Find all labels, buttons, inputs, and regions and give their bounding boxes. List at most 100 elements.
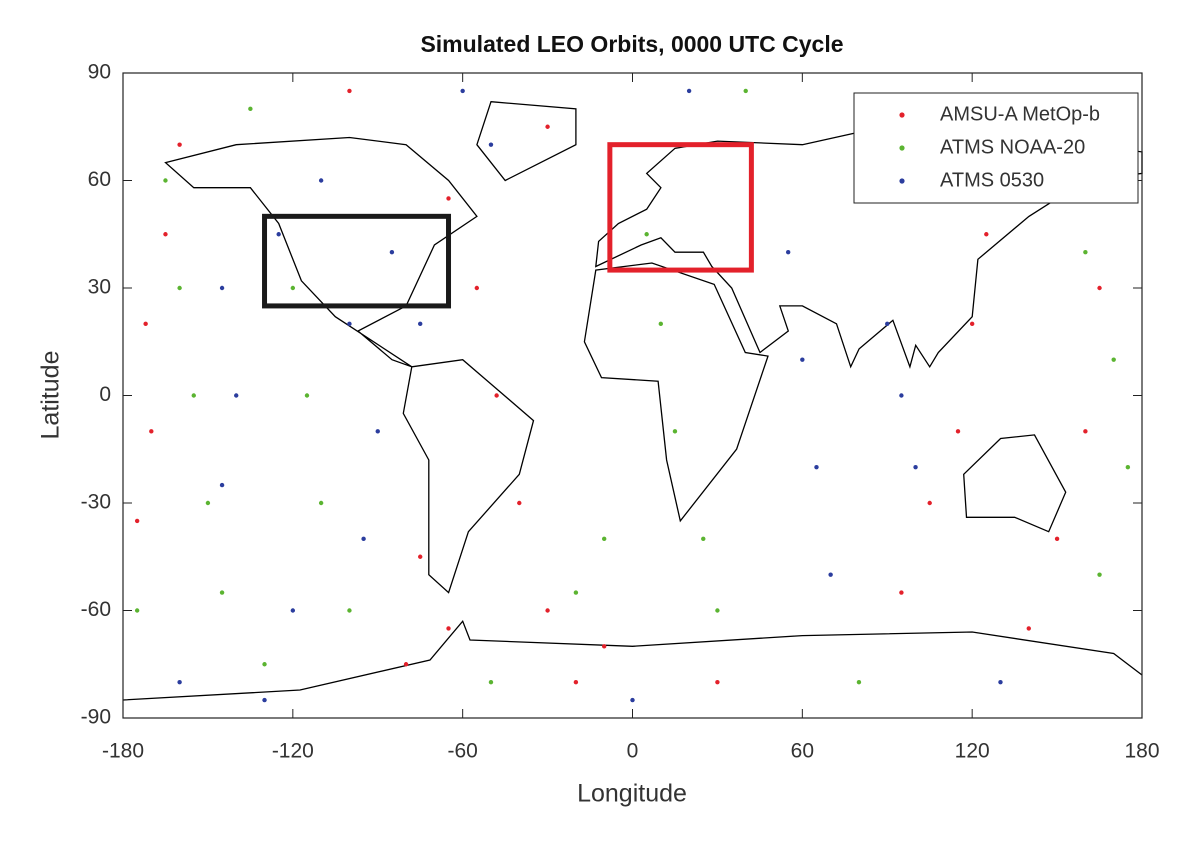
legend-marker [899, 178, 905, 184]
point [488, 142, 494, 147]
point [785, 249, 791, 255]
point [601, 536, 607, 542]
point [163, 178, 168, 183]
point [177, 142, 182, 147]
region-box [262, 213, 452, 309]
point [743, 88, 748, 94]
x-tick-label: 0 [627, 740, 639, 763]
point [998, 679, 1003, 685]
point [191, 393, 196, 398]
point [177, 285, 182, 291]
legend-marker [899, 112, 905, 118]
point [290, 608, 296, 613]
point [686, 88, 692, 94]
point [474, 285, 480, 291]
point [460, 88, 465, 94]
x-tick-label: -120 [272, 740, 314, 763]
y-tick-label: 60 [88, 168, 111, 191]
point [672, 429, 678, 434]
point [1125, 464, 1131, 470]
antarctica [122, 619, 1143, 701]
x-axis-label: Longitude [577, 780, 687, 808]
point [913, 464, 918, 470]
point [219, 590, 225, 595]
point [248, 106, 253, 112]
legend-label: ATMS NOAA-20 [940, 136, 1085, 158]
point [403, 662, 409, 667]
point [290, 285, 296, 291]
point [1097, 572, 1102, 577]
point [800, 357, 805, 362]
point [573, 590, 579, 595]
region-box [607, 142, 754, 273]
point [418, 321, 423, 327]
series-points [134, 88, 1131, 685]
point [149, 429, 154, 434]
point [446, 196, 451, 201]
point [1054, 536, 1060, 542]
south-america [402, 359, 535, 594]
point [389, 249, 395, 255]
point [701, 536, 706, 542]
y-tick-label: -30 [81, 491, 111, 514]
point [927, 500, 932, 506]
point [1111, 357, 1116, 362]
point [545, 608, 550, 613]
x-tick-label: -180 [102, 740, 144, 763]
point [899, 393, 904, 398]
point [601, 644, 607, 649]
point [885, 321, 890, 327]
legend-label: ATMS 0530 [940, 169, 1044, 191]
point [1083, 249, 1088, 255]
point [494, 393, 499, 398]
y-tick-label: 90 [88, 61, 111, 84]
point [856, 679, 862, 685]
point [715, 679, 720, 685]
point [262, 662, 267, 667]
y-tick-label: -60 [81, 598, 111, 621]
legend-marker [899, 145, 905, 151]
x-tick-label: -60 [447, 740, 477, 763]
point [1026, 626, 1031, 631]
point [347, 608, 352, 613]
x-tick-label: 180 [1124, 740, 1159, 763]
point [545, 124, 550, 129]
point [347, 321, 352, 327]
australia [963, 434, 1067, 533]
point [828, 572, 833, 577]
point [347, 88, 352, 94]
point [446, 626, 451, 631]
point [134, 518, 140, 524]
point [644, 232, 649, 237]
point [318, 500, 324, 506]
point [418, 554, 423, 559]
point [488, 679, 494, 685]
point [205, 500, 211, 506]
point [219, 482, 225, 488]
point [318, 178, 324, 183]
point [899, 590, 904, 595]
point [234, 393, 239, 398]
point [219, 285, 225, 291]
coastlines [122, 101, 1143, 701]
point [177, 679, 182, 685]
point [375, 429, 380, 434]
legend-label: AMSU-A MetOp-b [940, 103, 1100, 125]
point [969, 321, 975, 327]
greenland [476, 101, 577, 182]
point [517, 500, 522, 506]
point [304, 393, 310, 398]
series-points [177, 88, 1003, 703]
point [984, 232, 989, 237]
point [658, 321, 664, 327]
point [163, 232, 168, 237]
point [715, 608, 720, 613]
point [814, 464, 819, 470]
y-tick-label: 0 [99, 383, 111, 406]
y-tick-label: -90 [81, 706, 111, 729]
africa [583, 262, 769, 523]
point [134, 608, 140, 613]
point [955, 429, 961, 434]
x-tick-label: 120 [955, 740, 990, 763]
